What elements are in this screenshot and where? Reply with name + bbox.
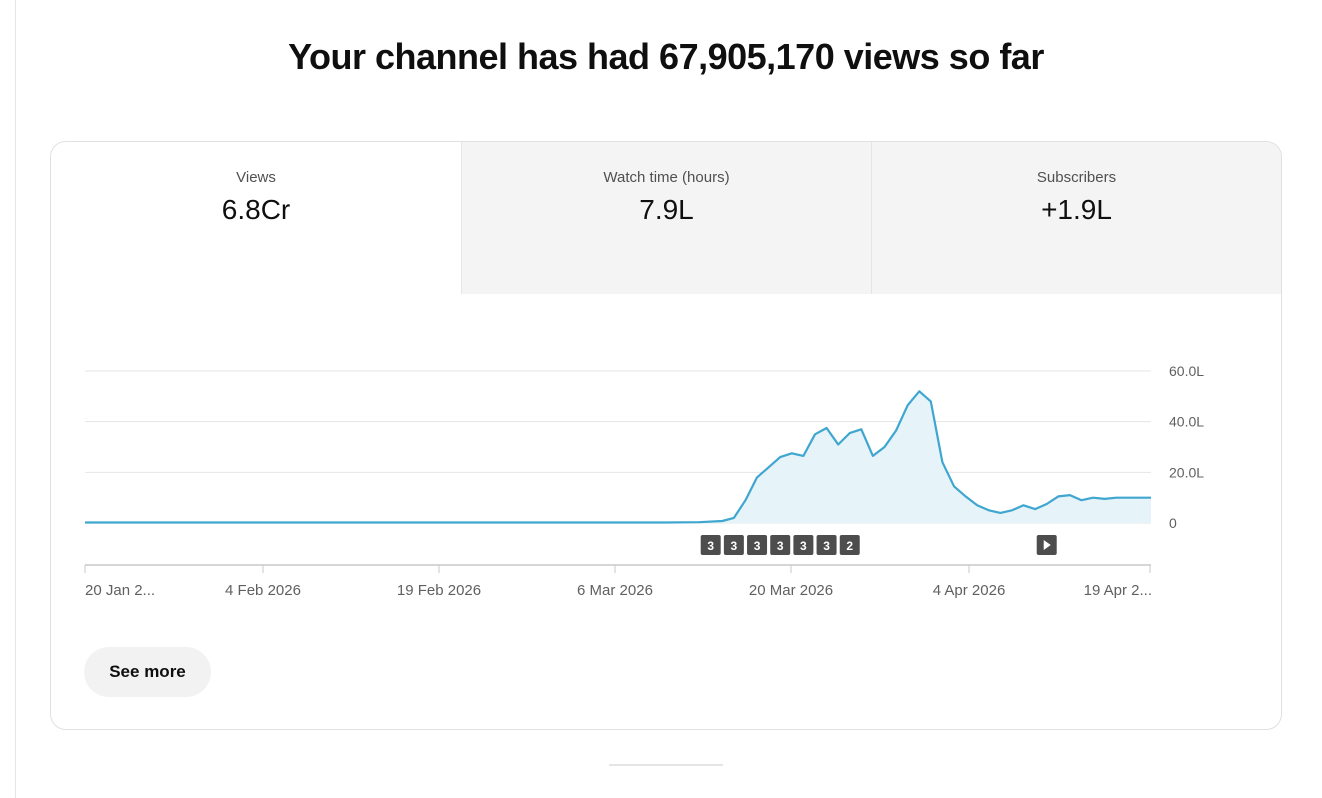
play-icon	[1043, 540, 1051, 550]
analytics-card: Views 6.8Cr Watch time (hours) 7.9L Subs…	[50, 141, 1282, 730]
x-tick-label: 4 Apr 2026	[933, 582, 1006, 599]
x-tick-label: 4 Feb 2026	[225, 582, 301, 599]
annotation-marker: 3	[770, 535, 791, 555]
x-tick-label: 19 Feb 2026	[397, 582, 481, 599]
page-title: Your channel has had 67,905,170 views so…	[288, 36, 1044, 77]
y-tick-label: 40.0L	[1169, 414, 1204, 430]
y-tick-label: 20.0L	[1169, 464, 1204, 480]
annotation-marker: 2	[839, 535, 860, 555]
marker-box	[723, 535, 744, 555]
scroll-indicator	[609, 764, 723, 766]
marker-label: 3	[731, 539, 738, 553]
tab-views[interactable]: Views 6.8Cr	[51, 142, 461, 294]
marker-box	[747, 535, 768, 555]
marker-box	[770, 535, 791, 555]
y-tick-label: 60.0L	[1169, 363, 1204, 379]
tab-views-value: 6.8Cr	[221, 194, 291, 225]
tab-watch-time[interactable]: Watch time (hours) 7.9L	[461, 142, 871, 294]
annotation-marker: 3	[793, 535, 814, 555]
tab-views-label: Views	[236, 169, 276, 186]
marker-box	[816, 535, 837, 555]
play-marker	[1036, 535, 1057, 555]
x-tick-label: 20 Mar 2026	[749, 582, 833, 599]
marker-label: 3	[777, 539, 784, 553]
tab-watch-time-value: 7.9L	[639, 194, 694, 225]
marker-box	[700, 535, 721, 555]
see-more-button[interactable]: See more	[84, 647, 211, 697]
marker-label: 3	[707, 539, 714, 553]
left-divider	[15, 0, 16, 798]
marker-label: 3	[754, 539, 761, 553]
x-tick-label: 20 Jan 2...	[85, 582, 155, 599]
marker-box	[839, 535, 860, 555]
annotation-marker: 3	[723, 535, 744, 555]
tab-subscribers[interactable]: Subscribers +1.9L	[871, 142, 1281, 294]
marker-box	[793, 535, 814, 555]
metric-tabs: Views 6.8Cr Watch time (hours) 7.9L Subs…	[51, 142, 1281, 294]
views-chart: 0 20.0L 40.0L 60.0L 3 3 3 3 3 3 2 20 Jan 2... 4 Feb …	[84, 363, 1204, 599]
tab-watch-time-label: Watch time (hours)	[603, 169, 730, 186]
annotation-marker: 3	[816, 535, 837, 555]
marker-label: 3	[823, 539, 830, 553]
tab-subscribers-value: +1.9L	[1041, 194, 1112, 225]
x-tick-label: 19 Apr 2...	[1084, 582, 1152, 599]
annotation-marker: 3	[747, 535, 768, 555]
x-tick-label: 6 Mar 2026	[577, 582, 653, 599]
marker-label: 3	[800, 539, 807, 553]
series-line	[85, 390, 1151, 524]
tab-subscribers-label: Subscribers	[1036, 169, 1117, 186]
series-area	[85, 391, 1151, 523]
marker-label: 2	[846, 539, 853, 553]
y-tick-label: 0	[1169, 515, 1177, 531]
annotation-marker: 3	[700, 535, 721, 555]
